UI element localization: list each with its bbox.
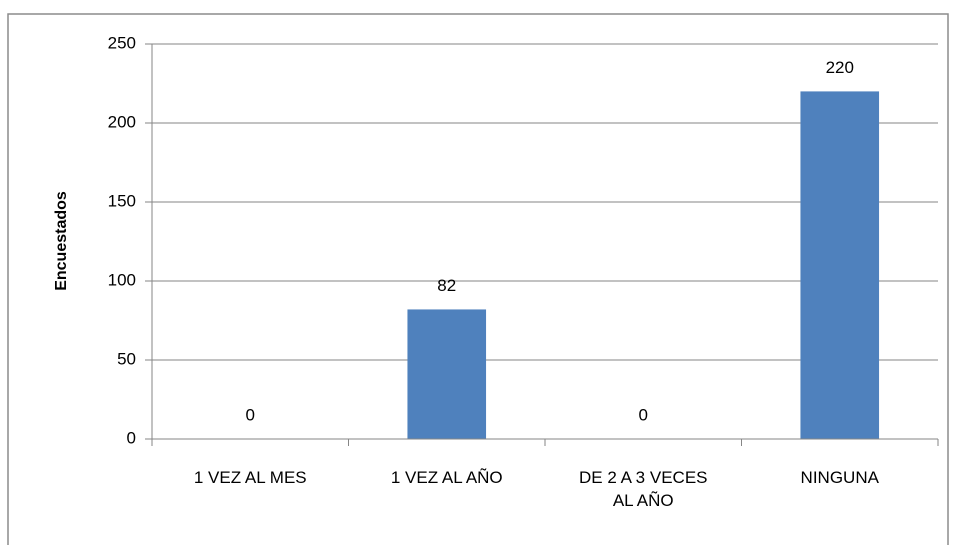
y-tick-label: 250: [108, 33, 136, 52]
bar: [407, 309, 487, 439]
y-tick-label: 0: [127, 428, 136, 447]
y-axis-label: Encuestados: [53, 191, 70, 291]
y-tick-label: 100: [108, 270, 136, 289]
x-tick-label: 1 VEZ AL MES: [194, 468, 307, 487]
x-tick-label: 1 VEZ AL AÑO: [391, 468, 503, 487]
data-label: 0: [246, 405, 255, 424]
data-label: 0: [639, 405, 648, 424]
data-label: 82: [437, 276, 456, 295]
data-label: 220: [826, 58, 854, 77]
x-tick-label: DE 2 A 3 VECES AL AÑO: [579, 468, 708, 510]
y-tick-label: 50: [117, 349, 136, 368]
bar: [800, 91, 880, 440]
y-tick-label: 150: [108, 191, 136, 210]
y-tick-label: 200: [108, 112, 136, 131]
x-tick-label: NINGUNA: [801, 468, 880, 487]
chart-frame: [7, 13, 949, 545]
